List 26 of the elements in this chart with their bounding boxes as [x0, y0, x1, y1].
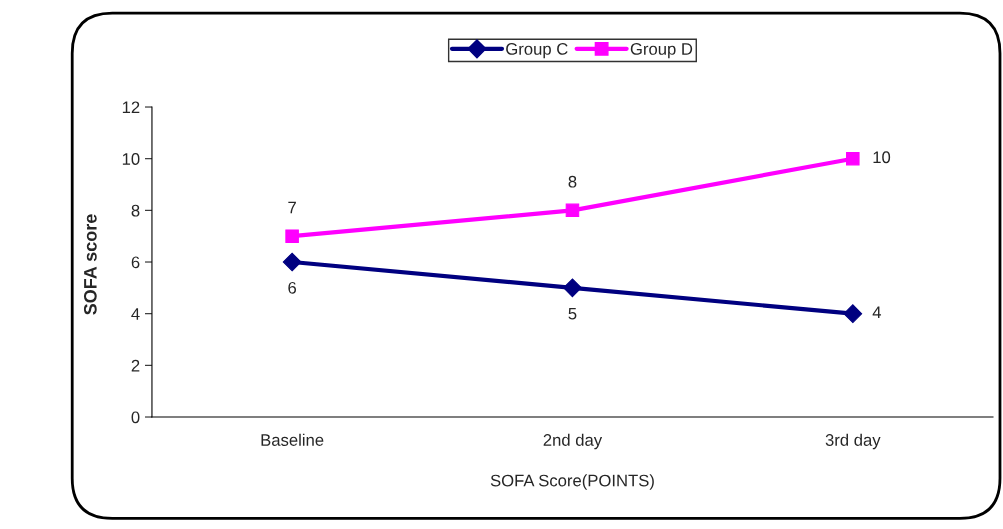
data-label: 8: [568, 175, 577, 188]
x-tick-label: 2nd day: [543, 433, 603, 450]
point: [843, 304, 863, 324]
y-tick-label: 6: [131, 256, 140, 269]
point: [565, 203, 580, 218]
point: [846, 151, 860, 166]
point: [563, 278, 582, 298]
x-tick-label: Baseline: [261, 433, 324, 446]
y-tick-label: 10: [122, 153, 140, 165]
data-label: 7: [288, 201, 296, 214]
y-tick-label: 0: [131, 411, 140, 424]
legend-label: Group D: [630, 43, 693, 59]
legend-label: Group C: [506, 43, 568, 59]
y-tick-label: 4: [131, 308, 140, 320]
point: [282, 252, 302, 272]
y-tick-label: 8: [131, 204, 140, 217]
data-label: 5: [568, 307, 577, 320]
x-tick-label: 3rd day: [825, 433, 881, 450]
data-label: 10: [873, 151, 891, 164]
data-label: 4: [872, 306, 882, 318]
y-tick-label: 12: [122, 101, 140, 114]
y-axis-title: SOFA score: [83, 214, 97, 315]
x-axis-title: SOFA Score(POINTS): [490, 474, 654, 490]
point: [285, 229, 299, 243]
data-label: 6: [288, 281, 297, 294]
y-tick-label: 2: [131, 359, 140, 372]
